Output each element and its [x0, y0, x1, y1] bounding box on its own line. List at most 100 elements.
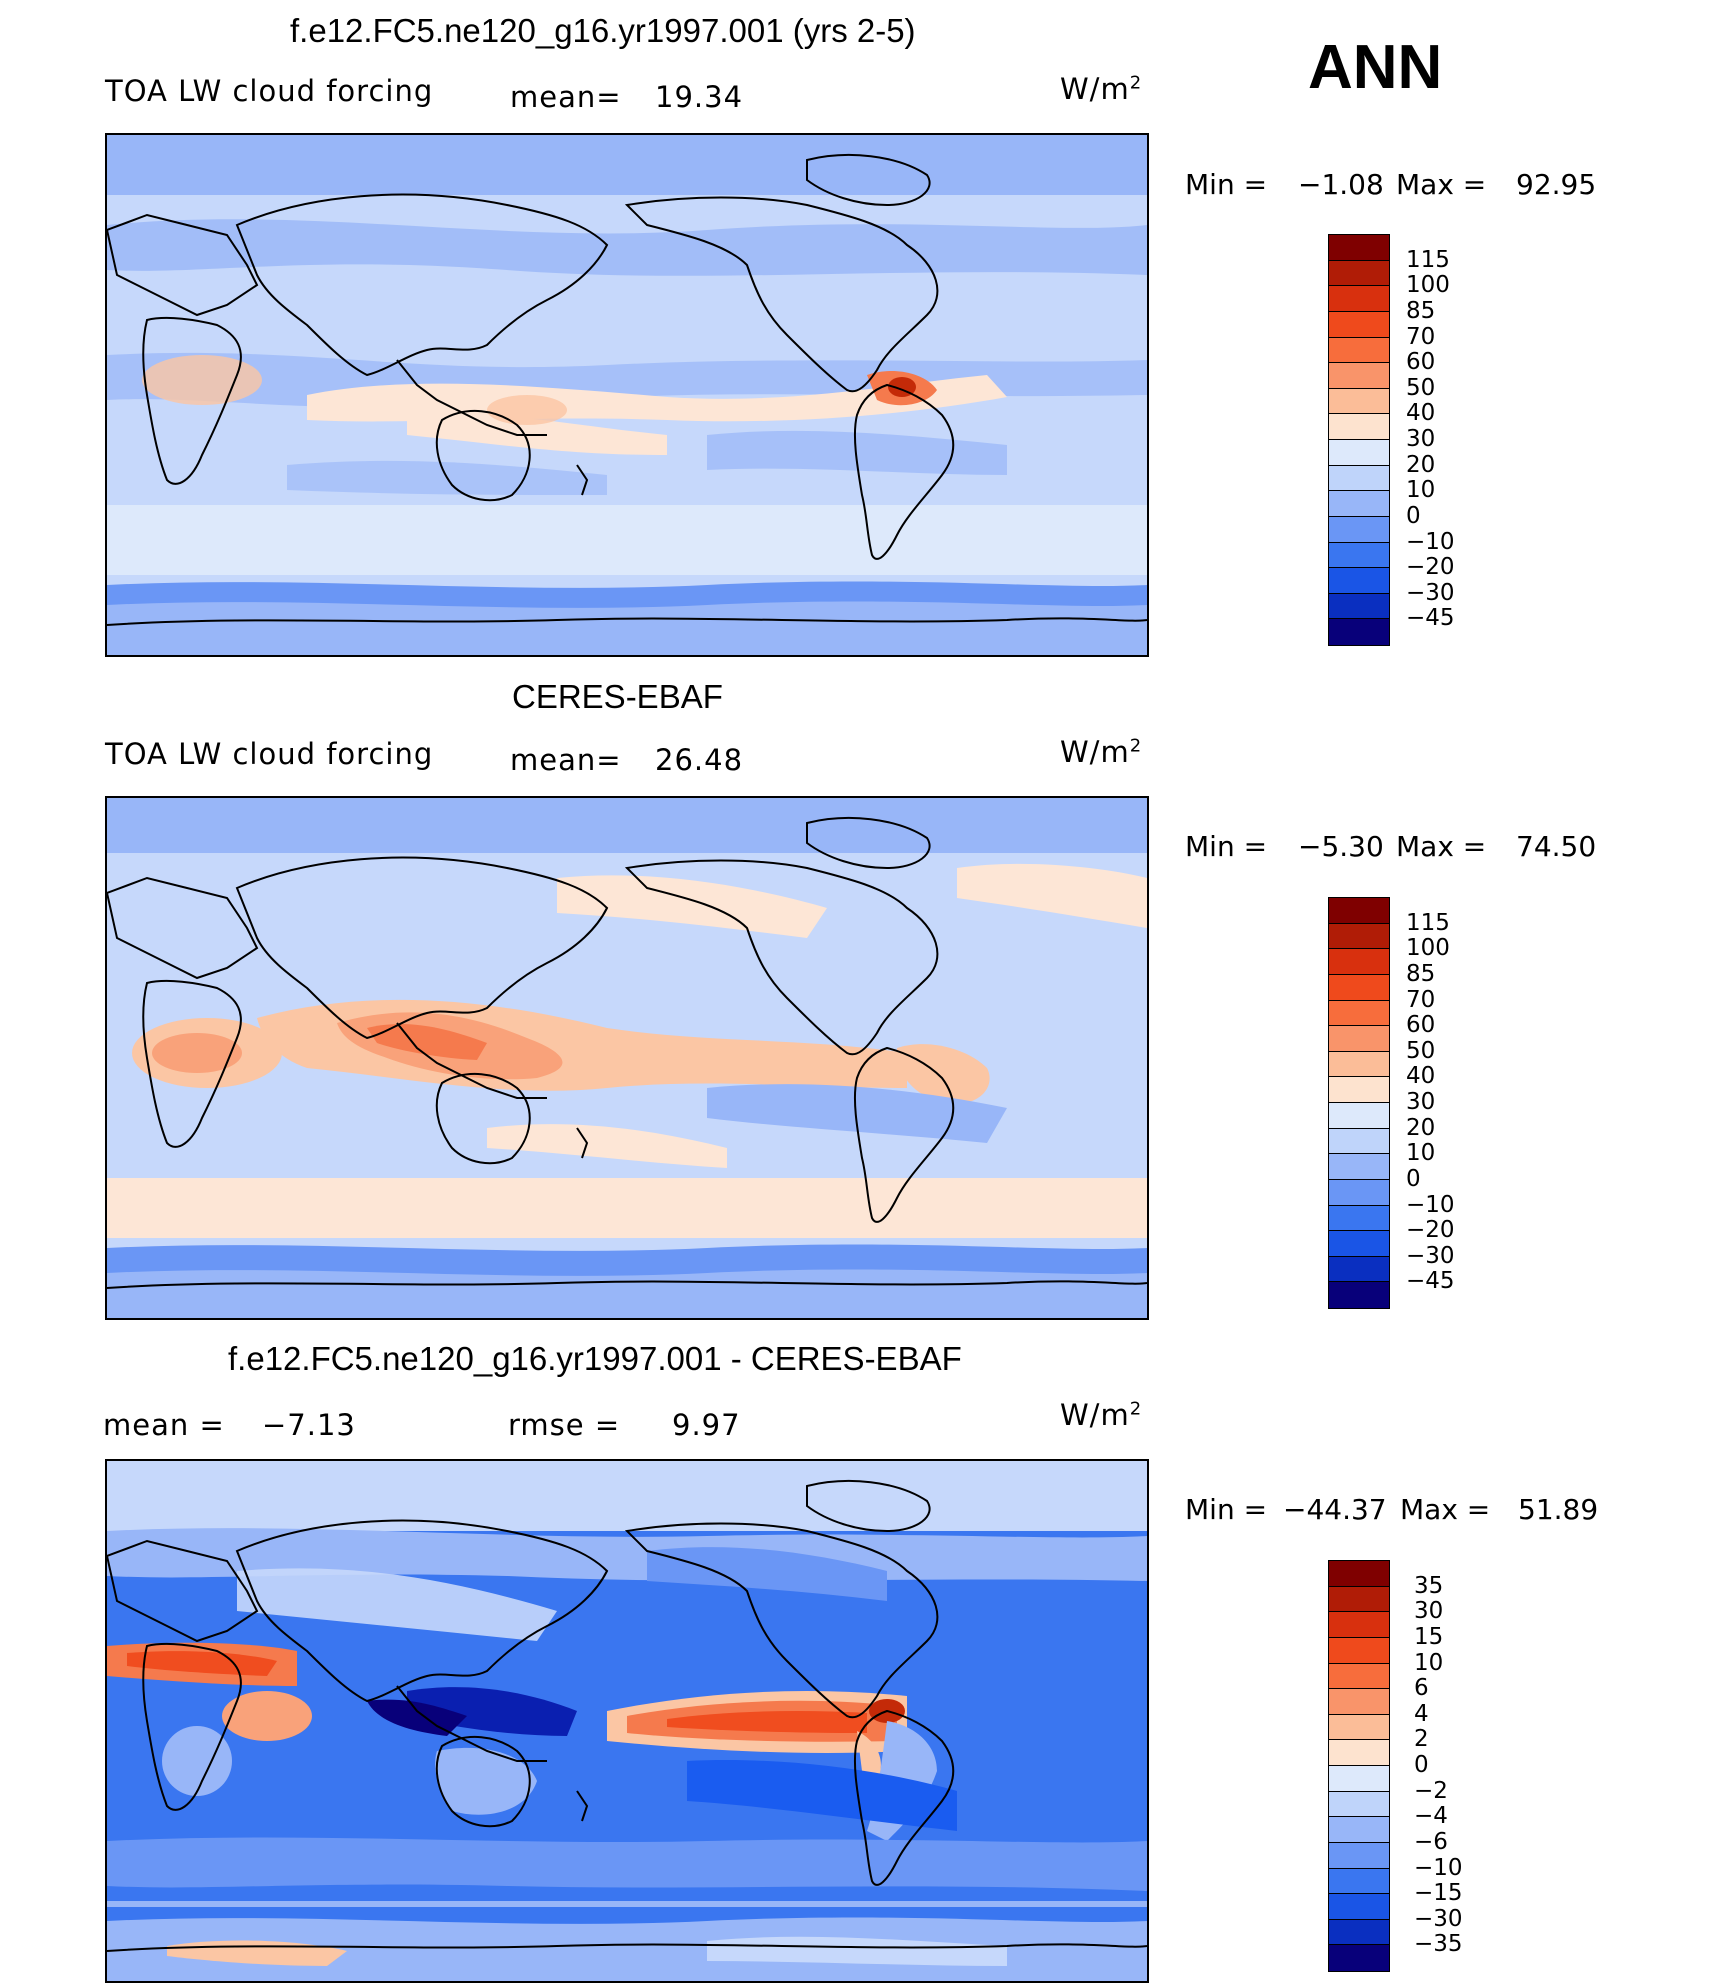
panel-2-colorbar-labels: 115 100 85 70 60 50 40 30 20 10 0 −10 −20 −30 −45	[1406, 897, 1486, 1307]
panel-3-rmse-value: 9.97	[672, 1408, 741, 1442]
panel-1-colorbar-tick-label: 40	[1406, 400, 1436, 427]
panel-1-colorbar-tick-label: 50	[1406, 374, 1436, 401]
panel-3-map-svg	[107, 1461, 1147, 1981]
panel-3-colorbar-tick-label: −6	[1414, 1828, 1448, 1855]
panel-1-colorbar-tick-label: −10	[1406, 528, 1455, 555]
panel-1-colorbar-cell	[1329, 363, 1389, 389]
panel-2-colorbar-cell	[1329, 1051, 1389, 1078]
panel-1-colorbar-cell	[1329, 440, 1389, 466]
panel-2-colorbar-cell	[1329, 1077, 1389, 1103]
panel-3-mean-value: −7.13	[262, 1408, 356, 1442]
panel-3-colorbar-cell	[1329, 1766, 1389, 1792]
panel-2-colorbar-cell	[1329, 1231, 1389, 1257]
panel-2-max-value: 74.50	[1516, 830, 1597, 863]
season-label: ANN	[1308, 33, 1443, 102]
panel-3-units: W/m2	[1060, 1398, 1143, 1432]
panel-2-colorbar-tick-label: −10	[1406, 1191, 1455, 1218]
panel-2-colorbar-tick-label: 40	[1406, 1063, 1436, 1090]
panel-1-colorbar-tick-label: 70	[1406, 323, 1436, 350]
panel-1-colorbar-cell	[1329, 465, 1389, 492]
panel-1-colorbar-tick-label: 115	[1406, 246, 1450, 273]
panel-1-mean-value: 19.34	[655, 80, 744, 114]
panel-1-colorbar-labels: 115 100 85 70 60 50 40 30 20 10 0 −10 −20 −30 −45	[1406, 234, 1486, 644]
panel-1-colorbar	[1328, 234, 1390, 646]
panel-2-colorbar-tick-label: −20	[1406, 1217, 1455, 1244]
panel-3-colorbar-tick-label: 35	[1414, 1572, 1444, 1599]
panel-2-colorbar-tick-label: 20	[1406, 1114, 1436, 1141]
panel-3-colorbar-tick-label: 4	[1414, 1700, 1429, 1727]
panel-2-colorbar-cell	[1329, 974, 1389, 1001]
panel-3-mean-label: mean =	[103, 1408, 225, 1442]
panel-1-max-label: Max =	[1396, 168, 1487, 201]
panel-1-colorbar-cell	[1329, 619, 1389, 645]
panel-1-map-svg	[107, 135, 1147, 655]
panel-3-colorbar-cell	[1329, 1561, 1389, 1587]
panel-1-colorbar-tick-label: 60	[1406, 349, 1436, 376]
panel-3-colorbar-cell	[1329, 1842, 1389, 1869]
panel-2-colorbar-cell	[1329, 1205, 1389, 1232]
panel-2-map-svg	[107, 798, 1147, 1318]
panel-2-colorbar-tick-label: −30	[1406, 1242, 1455, 1269]
panel-3-colorbar-cell	[1329, 1663, 1389, 1690]
panel-3-colorbar-tick-label: 10	[1414, 1649, 1444, 1676]
panel-1-min-value: −1.08	[1298, 168, 1384, 201]
panel-1-colorbar-tick-label: 10	[1406, 477, 1436, 504]
panel-1-colorbar-cell	[1329, 337, 1389, 364]
panel-2-map	[105, 796, 1149, 1320]
panel-3-colorbar-tick-label: 2	[1414, 1726, 1429, 1753]
panel-1-colorbar-cell	[1329, 235, 1389, 261]
panel-1-colorbar-tick-label: −20	[1406, 554, 1455, 581]
panel-3-colorbar-tick-label: −10	[1414, 1854, 1463, 1881]
panel-2-colorbar-cell	[1329, 898, 1389, 924]
panel-2-min-value: −5.30	[1298, 830, 1384, 863]
panel-3-colorbar-tick-label: −35	[1414, 1931, 1463, 1958]
panel-2-colorbar-cell	[1329, 1282, 1389, 1308]
panel-3-max-value: 51.89	[1518, 1493, 1599, 1526]
panel-3-colorbar-tick-label: 6	[1414, 1675, 1429, 1702]
panel-1-map	[105, 133, 1149, 657]
panel-3-min-value: −44.37	[1283, 1493, 1387, 1526]
panel-2-colorbar-cell	[1329, 1256, 1389, 1283]
panel-3-colorbar-cell	[1329, 1612, 1389, 1638]
panel-3-colorbar-tick-label: 15	[1414, 1623, 1444, 1650]
panel-2-colorbar-tick-label: 50	[1406, 1037, 1436, 1064]
panel-2-colorbar-tick-label: 10	[1406, 1140, 1436, 1167]
panel-1-colorbar-tick-label: 85	[1406, 297, 1436, 324]
panel-3-colorbar-cell	[1329, 1689, 1389, 1715]
panel-3-colorbar-tick-label: −30	[1414, 1905, 1463, 1932]
panel-3-rmse-label: rmse =	[508, 1408, 621, 1442]
panel-2-colorbar-cell	[1329, 949, 1389, 975]
panel-1-colorbar-tick-label: 30	[1406, 426, 1436, 452]
panel-3-colorbar	[1328, 1560, 1390, 1972]
panel-3-max-label: Max =	[1400, 1493, 1491, 1526]
panel-2-max-label: Max =	[1396, 830, 1487, 863]
panel-3-min-label: Min =	[1185, 1493, 1268, 1526]
panel-2-colorbar-tick-label: 70	[1406, 986, 1436, 1013]
panel-1-colorbar-cell	[1329, 311, 1389, 338]
panel-1-colorbar-cell	[1329, 516, 1389, 543]
panel-1-colorbar-cell	[1329, 568, 1389, 594]
panel-3-colorbar-tick-label: 30	[1414, 1598, 1444, 1625]
panel-1-colorbar-cell	[1329, 491, 1389, 517]
panel-3-title: f.e12.FC5.ne120_g16.yr1997.001 - CERES-E…	[228, 1340, 962, 1377]
panel-3-colorbar-cell	[1329, 1817, 1389, 1843]
panel-3-colorbar-cell	[1329, 1945, 1389, 1971]
panel-2-units: W/m2	[1060, 735, 1143, 769]
panel-2-colorbar-tick-label: −45	[1406, 1268, 1455, 1295]
panel-2-colorbar-cell	[1329, 1000, 1389, 1027]
panel-2-colorbar	[1328, 897, 1390, 1309]
panel-1-colorbar-tick-label: 0	[1406, 502, 1421, 529]
panel-2-colorbar-tick-label: 0	[1406, 1165, 1421, 1192]
panel-3-colorbar-cell	[1329, 1637, 1389, 1664]
panel-2-colorbar-cell	[1329, 1128, 1389, 1155]
panel-3-colorbar-tick-label: 0	[1414, 1752, 1429, 1778]
panel-2-colorbar-cell	[1329, 1103, 1389, 1129]
panel-1-mean-label: mean=	[510, 80, 622, 114]
panel-1-variable-label: TOA LW cloud forcing	[105, 74, 434, 108]
panel-1-max-value: 92.95	[1516, 168, 1597, 201]
panel-2-colorbar-tick-label: 60	[1406, 1012, 1436, 1039]
panel-1-colorbar-tick-label: 20	[1406, 451, 1436, 478]
panel-2-colorbar-tick-label: 30	[1406, 1089, 1436, 1115]
panel-1-colorbar-cell	[1329, 542, 1389, 569]
panel-1-colorbar-tick-label: −45	[1406, 605, 1455, 632]
